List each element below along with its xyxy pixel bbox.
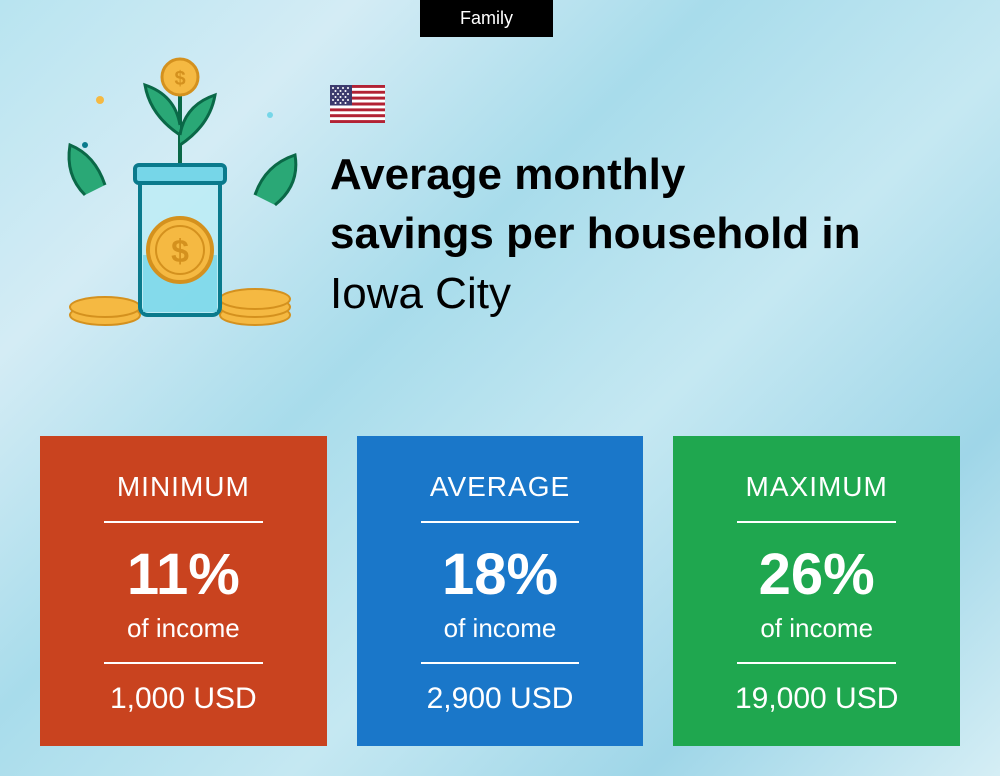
divider [737, 521, 896, 523]
stat-card-maximum: MAXIMUM 26% of income 19,000 USD [673, 436, 960, 746]
card-percent: 26% [703, 541, 930, 608]
usa-flag-icon [330, 85, 385, 123]
divider [421, 662, 580, 664]
divider [104, 521, 263, 523]
card-amount: 19,000 USD [703, 682, 930, 716]
stat-card-minimum: MINIMUM 11% of income 1,000 USD [40, 436, 327, 746]
card-label: MINIMUM [70, 471, 297, 503]
svg-text:$: $ [171, 233, 189, 269]
title-location: Iowa City [330, 269, 511, 318]
card-subtext: of income [703, 613, 930, 644]
stat-cards-container: MINIMUM 11% of income 1,000 USD AVERAGE … [40, 436, 960, 746]
card-subtext: of income [70, 613, 297, 644]
card-label: MAXIMUM [703, 471, 930, 503]
card-label: AVERAGE [387, 471, 614, 503]
divider [421, 521, 580, 523]
card-percent: 11% [70, 541, 297, 608]
savings-illustration: $ $ [55, 55, 305, 335]
category-badge: Family [420, 0, 553, 37]
divider [737, 662, 896, 664]
card-amount: 2,900 USD [387, 682, 614, 716]
card-percent: 18% [387, 541, 614, 608]
main-title: Average monthly savings per household in… [330, 145, 970, 323]
stat-card-average: AVERAGE 18% of income 2,900 USD [357, 436, 644, 746]
card-amount: 1,000 USD [70, 682, 297, 716]
title-line-1: Average monthly [330, 150, 685, 199]
divider [104, 662, 263, 664]
svg-text:$: $ [174, 68, 185, 90]
title-line-2: savings per household in [330, 209, 861, 258]
card-subtext: of income [387, 613, 614, 644]
